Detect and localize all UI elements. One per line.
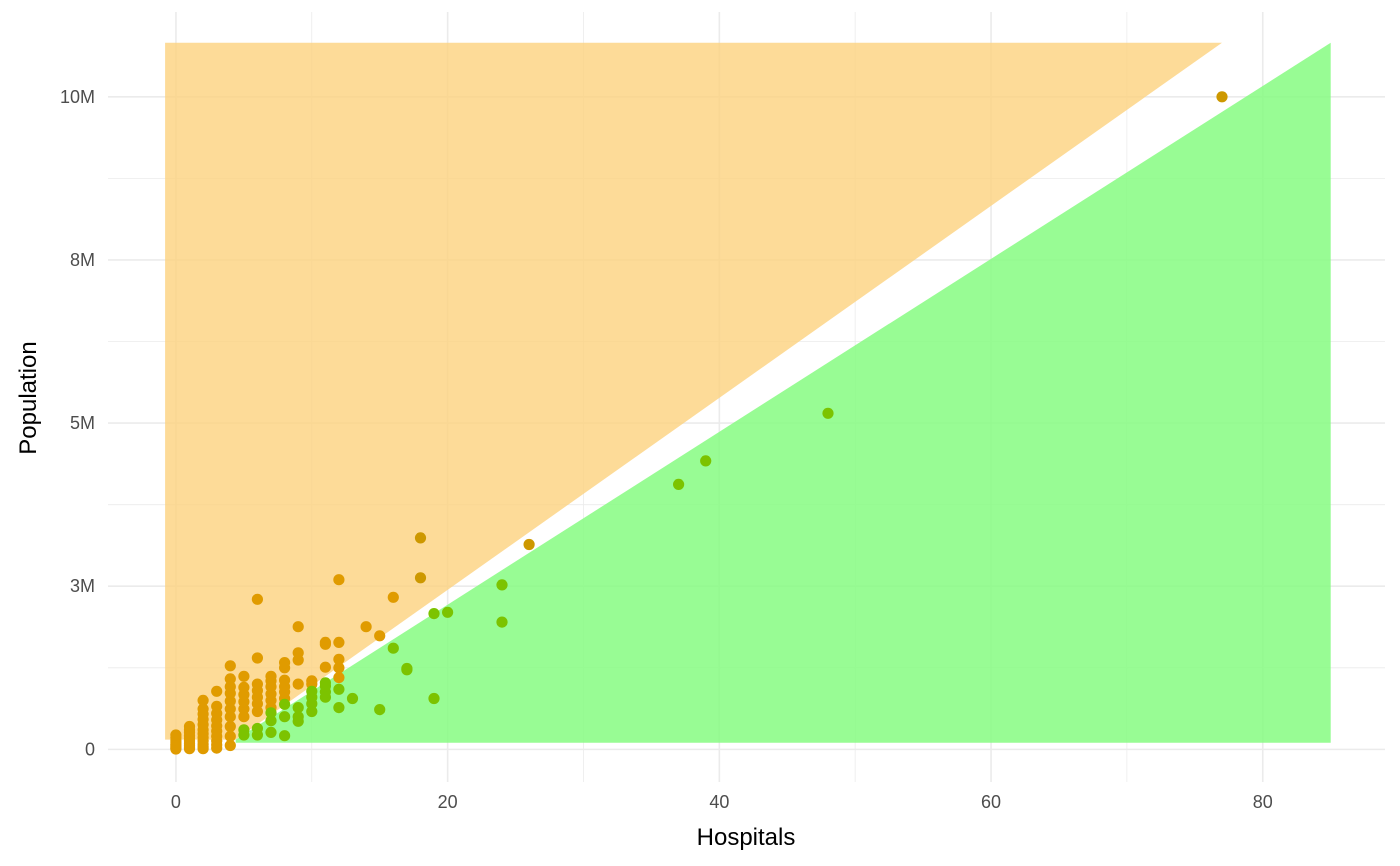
y-tick-label: 3M	[70, 576, 95, 596]
upper-data-point	[319, 638, 331, 650]
lower-data-point	[279, 698, 291, 710]
lower-region	[235, 42, 1331, 743]
y-axis-tick-labels: 0 3M 5M 8M 10M	[60, 87, 95, 760]
upper-data-point	[251, 652, 263, 664]
lower-data-point	[428, 608, 440, 620]
upper-data-point	[238, 711, 250, 723]
upper-data-point	[279, 657, 291, 669]
upper-data-point	[238, 681, 250, 694]
upper-data-point	[183, 720, 196, 733]
upper-data-point	[292, 678, 304, 690]
upper-data-point	[333, 662, 345, 674]
upper-data-point	[224, 703, 236, 715]
upper-data-point	[306, 675, 318, 687]
lower-data-point	[822, 407, 834, 419]
lower-data-point	[292, 702, 304, 714]
lower-data-point	[673, 478, 685, 490]
upper-data-point	[1216, 91, 1228, 103]
lower-data-point	[265, 707, 277, 719]
x-axis-tick-labels: 0 20 40 60 80	[171, 792, 1273, 812]
x-tick-label: 80	[1253, 792, 1273, 812]
upper-data-point	[360, 621, 372, 633]
upper-region	[165, 42, 1223, 740]
lower-data-point	[374, 704, 386, 716]
lower-data-point	[265, 726, 277, 739]
upper-data-point	[224, 711, 236, 723]
upper-data-point	[224, 695, 236, 707]
upper-data-point	[265, 670, 277, 682]
upper-data-point	[387, 591, 399, 603]
upper-data-point	[292, 621, 304, 633]
x-tick-label: 0	[171, 792, 181, 812]
upper-data-point	[224, 681, 236, 693]
upper-data-point	[279, 674, 291, 686]
y-tick-label: 10M	[60, 87, 95, 107]
lower-data-point	[279, 711, 291, 723]
y-tick-label: 8M	[70, 250, 95, 270]
lower-data-point	[279, 730, 291, 742]
data-points	[170, 91, 1228, 755]
lower-data-point	[387, 642, 399, 654]
upper-data-point	[414, 532, 427, 544]
upper-data-point	[211, 685, 223, 697]
lower-data-point	[401, 664, 413, 676]
upper-data-point	[211, 700, 223, 712]
lower-data-point	[700, 455, 712, 467]
lower-data-point	[346, 692, 359, 705]
shaded-regions	[165, 42, 1331, 743]
upper-data-point	[523, 538, 535, 551]
upper-data-point	[224, 739, 236, 752]
upper-data-point	[251, 593, 263, 605]
y-tick-label: 0	[85, 739, 95, 759]
lower-data-point	[251, 722, 263, 735]
lower-data-point	[333, 683, 345, 695]
upper-data-point	[374, 630, 386, 642]
x-tick-label: 60	[981, 792, 1001, 812]
upper-data-point	[319, 661, 331, 673]
lower-data-point	[333, 702, 345, 714]
lower-data-point	[496, 579, 508, 591]
lower-data-point	[238, 724, 250, 736]
upper-data-point	[224, 720, 236, 733]
upper-data-point	[224, 730, 236, 742]
y-axis-title: Population	[15, 341, 42, 454]
lower-data-point	[306, 705, 318, 718]
upper-data-point	[197, 694, 209, 707]
upper-data-point	[251, 705, 263, 718]
x-axis-title: Hospitals	[697, 824, 796, 851]
lower-data-point	[265, 715, 277, 727]
lower-data-point	[496, 616, 508, 628]
upper-data-point	[251, 678, 263, 690]
upper-data-point	[333, 672, 345, 684]
lower-data-point	[306, 685, 318, 697]
upper-data-point	[224, 660, 236, 672]
lower-data-point	[442, 606, 454, 618]
lower-data-point	[292, 711, 304, 723]
upper-data-point	[170, 729, 182, 741]
x-tick-label: 20	[438, 792, 458, 812]
upper-data-point	[333, 653, 345, 665]
upper-data-point	[333, 636, 345, 649]
upper-data-point	[414, 572, 427, 584]
y-tick-label: 5M	[70, 413, 95, 433]
upper-data-point	[238, 670, 250, 682]
upper-data-point	[197, 703, 209, 715]
lower-data-point	[319, 677, 331, 689]
upper-data-point	[333, 574, 345, 586]
lower-data-point	[428, 692, 440, 705]
x-tick-label: 40	[709, 792, 729, 812]
upper-data-point	[292, 647, 304, 659]
upper-data-point	[224, 673, 236, 685]
